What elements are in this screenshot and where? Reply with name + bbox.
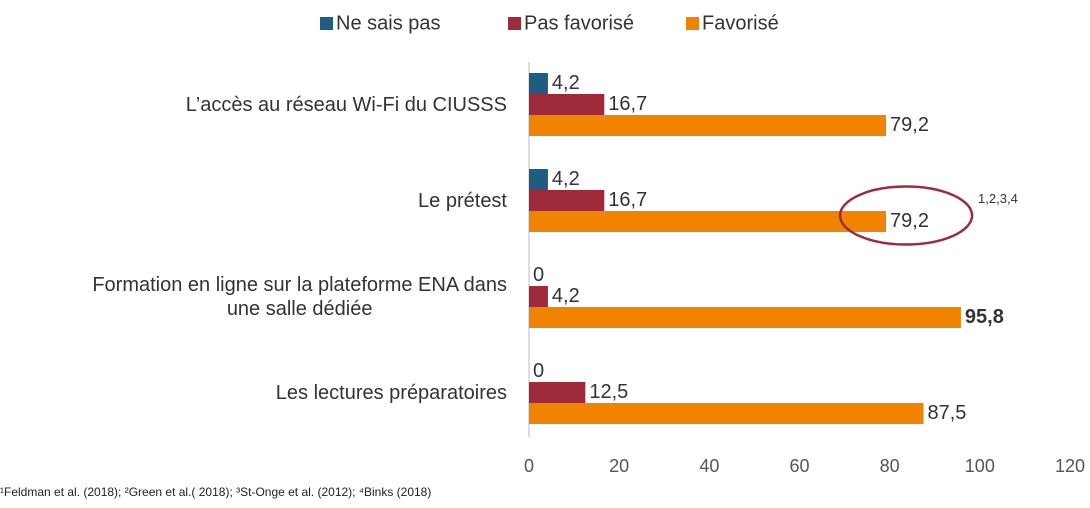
x-tick-label: 40 (699, 456, 719, 476)
value-label: 79,2 (890, 114, 929, 136)
value-label: 12,5 (589, 381, 628, 403)
value-label: 16,7 (608, 189, 647, 211)
bar (529, 307, 961, 328)
x-tick-label: 120 (1055, 456, 1085, 476)
value-label: 95,8 (965, 306, 1004, 328)
category-label: Les lectures préparatoires (275, 381, 507, 404)
bar (529, 115, 887, 136)
annotation-text: 1,2,3,4 (978, 191, 1018, 206)
x-tick-label: 0 (524, 456, 534, 476)
legend-label: Ne sais pas (336, 12, 441, 34)
value-label: 87,5 (927, 402, 966, 424)
x-tick-label: 100 (965, 456, 995, 476)
bar (529, 94, 605, 115)
legend-swatch (508, 17, 521, 30)
value-label: 4,2 (552, 285, 580, 307)
bar (529, 169, 548, 190)
bar (529, 286, 548, 307)
legend-swatch (686, 17, 699, 30)
value-label: 4,2 (552, 168, 580, 190)
bar (529, 211, 887, 232)
bar (529, 382, 586, 403)
value-label: 16,7 (608, 93, 647, 115)
category-label: L’accès au réseau Wi-Fi du CIUSSS (185, 93, 507, 116)
value-label: 0 (533, 264, 544, 286)
footnote: ¹Feldman et al. (2018); ²Green et al.( 2… (0, 485, 432, 499)
value-label: 0 (533, 360, 544, 382)
legend-label: Favorisé (702, 12, 779, 34)
category-label: Le prétest (418, 189, 507, 212)
legend-swatch (320, 17, 333, 30)
x-tick-label: 80 (880, 456, 900, 476)
x-tick-label: 20 (609, 456, 629, 476)
value-label: 4,2 (552, 72, 580, 94)
bar (529, 73, 548, 94)
bar (529, 190, 605, 211)
annotation-ellipse (838, 185, 974, 246)
bar (529, 403, 924, 424)
x-tick-label: 60 (789, 456, 809, 476)
category-label: Formation en ligne sur la plateforme ENA… (92, 273, 507, 320)
legend-label: Pas favorisé (524, 12, 634, 34)
value-label: 79,2 (890, 210, 929, 232)
